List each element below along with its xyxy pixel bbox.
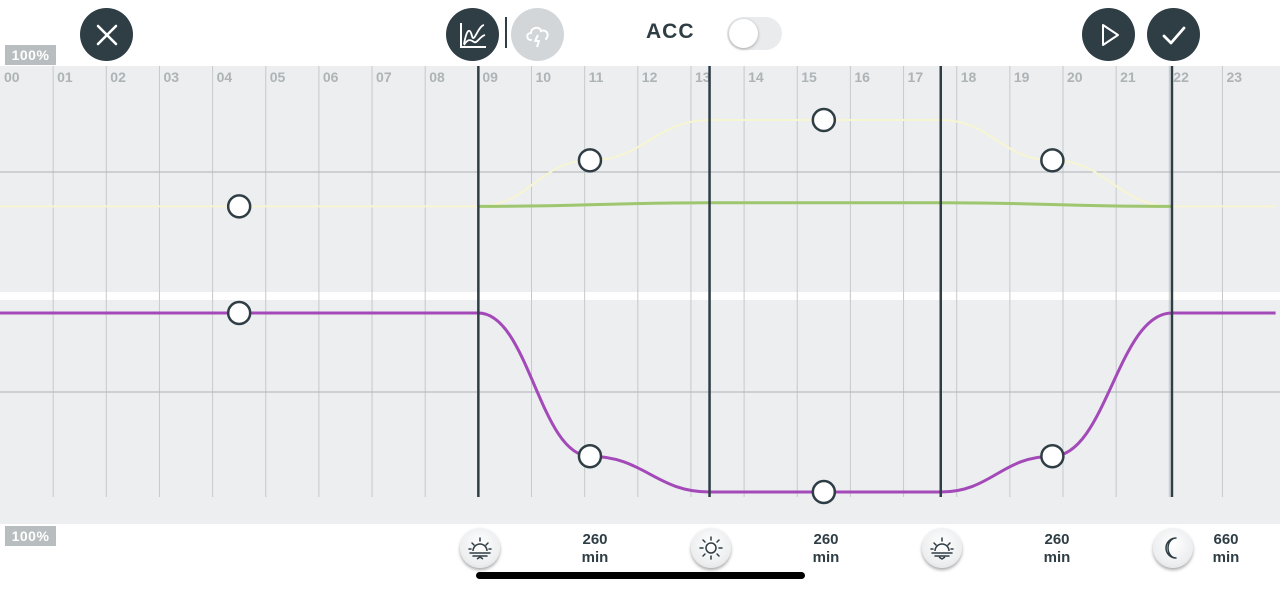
upper-control-point[interactable] <box>1040 148 1065 173</box>
hour-label: 13 <box>695 69 711 85</box>
phase-sunrise-duration-value: 260 <box>582 531 608 548</box>
upper-control-point[interactable] <box>226 194 252 219</box>
hour-label: 23 <box>1226 69 1242 85</box>
hour-label: 19 <box>1014 69 1030 85</box>
play-icon <box>1101 23 1119 46</box>
mode-separator <box>505 17 507 48</box>
purple-channel-line <box>0 311 1276 494</box>
lower-control-point[interactable] <box>811 479 837 505</box>
hour-label: 17 <box>908 69 924 85</box>
hour-label: 21 <box>1120 69 1136 85</box>
schedule-chart[interactable]: 00 01 02 03 04 05 06 07 08 09 10 11 12 13 14 15 16 17 18 19… <box>0 66 1280 524</box>
confirm-button[interactable] <box>1147 8 1200 61</box>
hour-label: 03 <box>163 69 179 85</box>
green-channel-line <box>478 201 1173 208</box>
panel-divider <box>0 292 1280 300</box>
line-chart-icon <box>459 22 486 48</box>
hour-label: 08 <box>429 69 445 85</box>
lower-scale-label: 100% <box>5 526 56 546</box>
sunrise-icon <box>468 537 492 560</box>
hour-label: 01 <box>57 69 73 85</box>
phase-night-duration-unit: min <box>1212 549 1240 566</box>
sun-icon <box>699 536 723 560</box>
check-icon <box>1162 26 1185 44</box>
hour-label: 07 <box>376 69 392 85</box>
hour-label: 22 <box>1173 69 1189 85</box>
play-button[interactable] <box>1082 8 1135 61</box>
phase-sunset-button[interactable] <box>922 528 962 568</box>
sunset-icon <box>930 537 954 560</box>
hour-label: 02 <box>110 69 126 85</box>
hour-label: 12 <box>642 69 658 85</box>
phase-night-duration-value: 660 <box>1213 531 1239 548</box>
acc-toggle-knob <box>729 19 758 48</box>
white-channel-line <box>0 119 1276 208</box>
lower-control-point[interactable] <box>226 300 252 326</box>
upper-control-point[interactable] <box>811 107 837 133</box>
phase-day-duration-value: 260 <box>813 531 839 548</box>
hour-label: 14 <box>748 69 764 85</box>
lower-control-point[interactable] <box>1040 443 1065 469</box>
lower-control-point[interactable] <box>577 443 603 469</box>
upper-panel-background <box>0 66 1280 292</box>
hour-label: 04 <box>217 69 233 85</box>
cloud-lightning-icon <box>525 26 549 47</box>
weather-mode-button[interactable] <box>511 8 564 61</box>
phase-sunset-duration-value: 260 <box>1044 531 1070 548</box>
phase-sunrise-duration: 260 min <box>565 531 625 567</box>
phase-sunrise-button[interactable] <box>460 528 500 568</box>
close-button[interactable] <box>80 8 133 61</box>
home-indicator[interactable] <box>476 572 805 579</box>
hour-label: 06 <box>323 69 339 85</box>
phase-sunset-duration-unit: min <box>1043 549 1071 566</box>
hour-label: 16 <box>854 69 870 85</box>
moon-icon <box>1165 537 1177 559</box>
phase-night-duration: 660 min <box>1196 531 1256 567</box>
hour-label: 11 <box>589 69 604 85</box>
hour-label: 15 <box>801 69 817 85</box>
chart-mode-button[interactable] <box>446 8 499 61</box>
phase-sunset-duration: 260 min <box>1027 531 1087 567</box>
upper-scale-label: 100% <box>5 45 56 65</box>
hour-label: 05 <box>270 69 286 85</box>
hour-label: 18 <box>961 69 977 85</box>
phase-night-button[interactable] <box>1153 528 1193 568</box>
hour-label: 20 <box>1067 69 1083 85</box>
acc-toggle[interactable] <box>727 17 782 50</box>
upper-control-point[interactable] <box>577 148 603 173</box>
hour-label: 09 <box>482 69 498 85</box>
phase-day-duration-unit: min <box>812 549 840 566</box>
hour-label: 10 <box>536 69 552 85</box>
close-icon <box>96 24 117 45</box>
phase-day-button[interactable] <box>691 528 731 568</box>
phase-sunrise-duration-unit: min <box>581 549 609 566</box>
lower-panel-background <box>0 300 1280 524</box>
acc-label: ACC <box>646 20 695 43</box>
phase-day-duration: 260 min <box>796 531 856 567</box>
hour-label: 00 <box>4 69 20 85</box>
